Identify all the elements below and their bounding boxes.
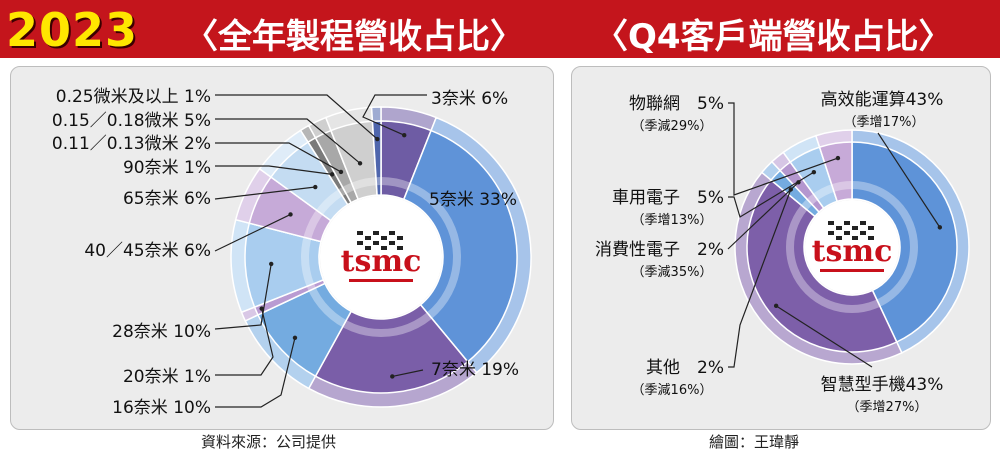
slice-change-text: （季減16%） bbox=[632, 382, 713, 398]
process-chart-title: 〈全年製程營收占比〉 bbox=[184, 17, 524, 57]
slice-label-text: 高效能運算43% bbox=[821, 90, 944, 110]
slice-change-text: （季增27%） bbox=[847, 400, 928, 415]
slice-label: 0.15／0.18微米 5% bbox=[52, 111, 363, 166]
donut-slice bbox=[380, 106, 438, 201]
slice-label: 其他 2% （季減16%） bbox=[632, 187, 793, 398]
slice-label-text: 7奈米 19% bbox=[431, 360, 519, 380]
slice-label-text: 28奈米 10% bbox=[112, 322, 211, 342]
header-banner: 2023 〈全年製程營收占比〉 〈Q4客戶端營收占比〉 bbox=[0, 0, 1000, 58]
slice-label-text: 0.15／0.18微米 5% bbox=[52, 111, 211, 131]
slice-change-text: （季減35%） bbox=[632, 264, 713, 280]
slice-label: 物聯網 5% （季減29%） bbox=[629, 94, 841, 196]
donut-slice bbox=[734, 171, 903, 365]
donut-slice bbox=[851, 129, 970, 354]
slice-label-text: 其他 2% bbox=[646, 358, 724, 378]
logo-text: tsmc bbox=[341, 244, 422, 279]
slice-label: 3奈米 6% bbox=[362, 89, 508, 138]
slice-label-text: 40／45奈米 6% bbox=[84, 241, 211, 261]
slice-label-text: 物聯網 5% bbox=[629, 94, 724, 114]
client-donut-chart: tsmc 高效能運算43% （季增17%） 智慧型手機43% （季增27%） 其他 2% （… bbox=[595, 90, 970, 415]
wafer-grid-icon bbox=[828, 221, 874, 240]
slice-label: 0.25微米及以上 1% bbox=[56, 87, 380, 142]
slice-label-text: 90奈米 1% bbox=[123, 158, 211, 178]
slice-change-text: （季增13%） bbox=[632, 213, 713, 228]
donut-slice bbox=[782, 134, 839, 210]
wafer-grid-icon bbox=[357, 231, 403, 250]
donut-slice bbox=[244, 282, 353, 390]
process-donut-chart: tsmc 3奈米 6% 5奈米 33% 7奈米 19% 16奈米 10% 20奈米 1% 2… bbox=[52, 87, 532, 418]
source-caption: 資料來源：公司提供 bbox=[201, 433, 337, 451]
slice-label: 高效能運算43% （季增17%） bbox=[821, 90, 944, 230]
logo-text: tsmc bbox=[812, 234, 893, 269]
donut-slice bbox=[402, 116, 532, 374]
donut-slice bbox=[307, 303, 478, 408]
slice-label: 0.11／0.13微米 2% bbox=[52, 134, 344, 175]
tsmc-logo: tsmc bbox=[812, 217, 893, 272]
slice-label: 消費性電子 2% （季減35%） bbox=[595, 180, 801, 280]
donut-slice bbox=[370, 106, 382, 196]
process-chart-panel: tsmc 3奈米 6% 5奈米 33% 7奈米 19% 16奈米 10% 20奈米 1% 2… bbox=[10, 66, 554, 430]
slice-label: 20奈米 1% bbox=[123, 306, 274, 387]
donut-slice bbox=[814, 129, 853, 203]
slice-label: 16奈米 10% bbox=[112, 335, 298, 418]
slice-label: 智慧型手機43% （季增27%） bbox=[773, 303, 944, 415]
slice-label-text: 車用電子 5% bbox=[612, 188, 724, 208]
slice-label: 車用電子 5% （季增13%） bbox=[612, 169, 817, 228]
client-chart-panel: tsmc 高效能運算43% （季增17%） 智慧型手機43% （季增27%） 其他 2% （… bbox=[571, 66, 991, 430]
slice-label-text: 0.11／0.13微米 2% bbox=[52, 134, 211, 154]
slice-label-text: 消費性電子 2% bbox=[595, 240, 724, 260]
slice-label: 90奈米 1% bbox=[123, 158, 335, 178]
slice-label-text: 16奈米 10% bbox=[112, 398, 211, 418]
slice-label: 5奈米 33% bbox=[429, 190, 517, 210]
year-title: 2023 bbox=[6, 3, 139, 57]
slice-label-text: 智慧型手機43% bbox=[821, 375, 944, 395]
slice-label-text: 5奈米 33% bbox=[429, 190, 517, 210]
slice-label: 7奈米 19% bbox=[390, 360, 519, 380]
donut-slice bbox=[230, 218, 325, 314]
tsmc-logo: tsmc bbox=[341, 227, 422, 282]
credit-caption: 繪圖：王瑋靜 bbox=[709, 433, 800, 451]
slice-label: 40／45奈米 6% bbox=[84, 212, 293, 261]
slice-label: 28奈米 10% bbox=[112, 261, 274, 342]
slice-change-text: （季減29%） bbox=[632, 118, 713, 134]
slice-label: 65奈米 6% bbox=[123, 184, 318, 209]
client-chart-title: 〈Q4客戶端營收占比〉 bbox=[594, 17, 953, 57]
slice-change-text: （季增17%） bbox=[844, 115, 925, 130]
slice-label-text: 20奈米 1% bbox=[123, 367, 211, 387]
slice-label-text: 65奈米 6% bbox=[123, 189, 211, 209]
slice-label-text: 0.25微米及以上 1% bbox=[56, 87, 211, 107]
slice-label-text: 3奈米 6% bbox=[431, 89, 508, 109]
